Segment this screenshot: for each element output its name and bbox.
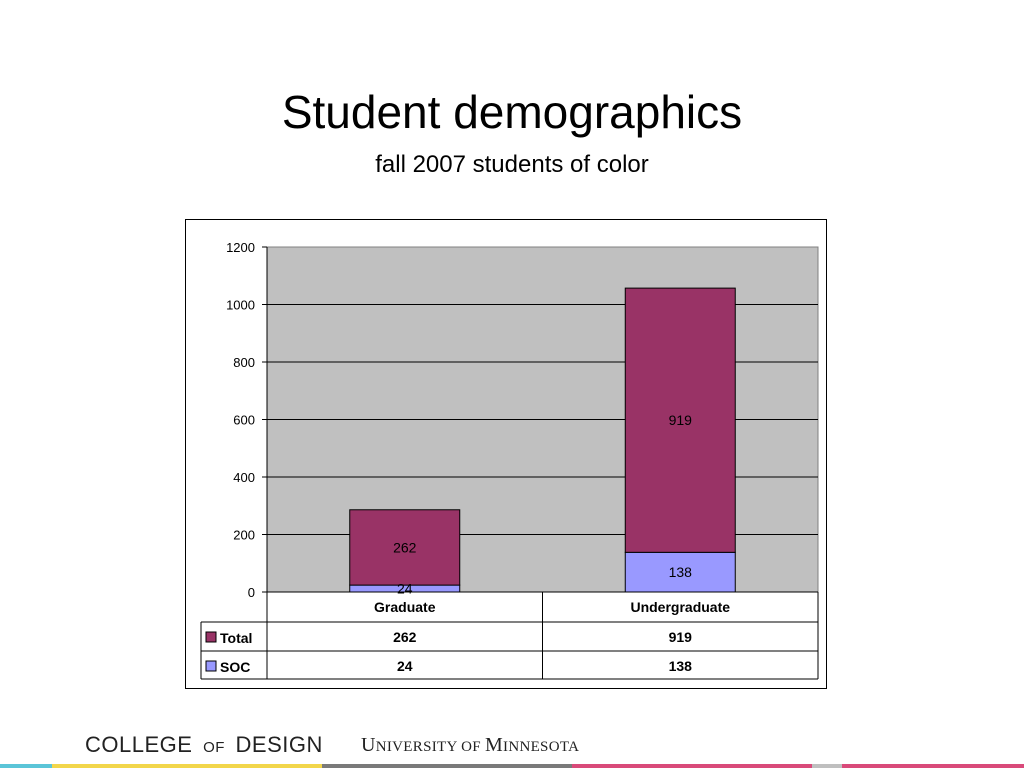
university-logo-text: UNIVERSITY OF MINNESOTA [361,734,579,757]
college-word-2: DESIGN [235,732,323,757]
data-label-soc: 138 [669,564,693,580]
table-cell-total: 919 [669,629,693,645]
data-label-total: 262 [393,539,417,555]
y-tick-label: 1200 [226,240,255,255]
footer-color-stripe [0,764,1024,768]
stripe-segment [322,764,572,768]
table-cell-soc: 138 [669,658,693,674]
slide-subtitle: fall 2007 students of color [375,151,649,178]
x-category-label: Undergraduate [630,599,730,615]
y-tick-label: 600 [233,413,255,428]
data-label-total: 919 [669,412,693,428]
bar-total [624,287,736,553]
x-category-label: Graduate [374,599,436,615]
y-tick-label: 200 [233,528,255,543]
chart-frame: 0 200 400 600 800 1000 1200 24 262 138 919 Graduate… [185,219,827,689]
college-word-of: OF [203,739,225,756]
uni-letter-m: M [484,734,504,756]
slide-title: Student demographics [281,86,743,138]
bar-soc [624,551,736,593]
uni-rest-1: NIVERSITY OF [375,739,485,755]
bar-total [349,509,461,586]
legend-label-total: Total [220,630,252,646]
legend-key-soc [205,660,217,672]
legend-key-total [205,631,217,643]
y-tick-label: 0 [248,585,255,600]
college-logo-text: COLLEGE OF DESIGN [85,732,323,758]
uni-letter-u: U [361,734,376,756]
y-tick-label: 800 [233,355,255,370]
stripe-segment [842,764,1024,768]
y-tick-label: 400 [233,470,255,485]
y-tick-label: 1000 [226,298,255,313]
table-cell-soc: 24 [397,658,413,674]
stripe-segment [812,764,842,768]
stripe-segment [52,764,322,768]
uni-rest-2: INNESOTA [503,739,580,755]
college-word-1: COLLEGE [85,732,193,757]
stripe-segment [0,764,52,768]
legend-label-soc: SOC [220,659,250,675]
stacked-bar-chart: 0 200 400 600 800 1000 1200 24 262 138 919 Graduate… [200,240,819,680]
data-label-soc: 24 [397,581,413,597]
stripe-segment [572,764,812,768]
table-cell-total: 262 [393,629,417,645]
